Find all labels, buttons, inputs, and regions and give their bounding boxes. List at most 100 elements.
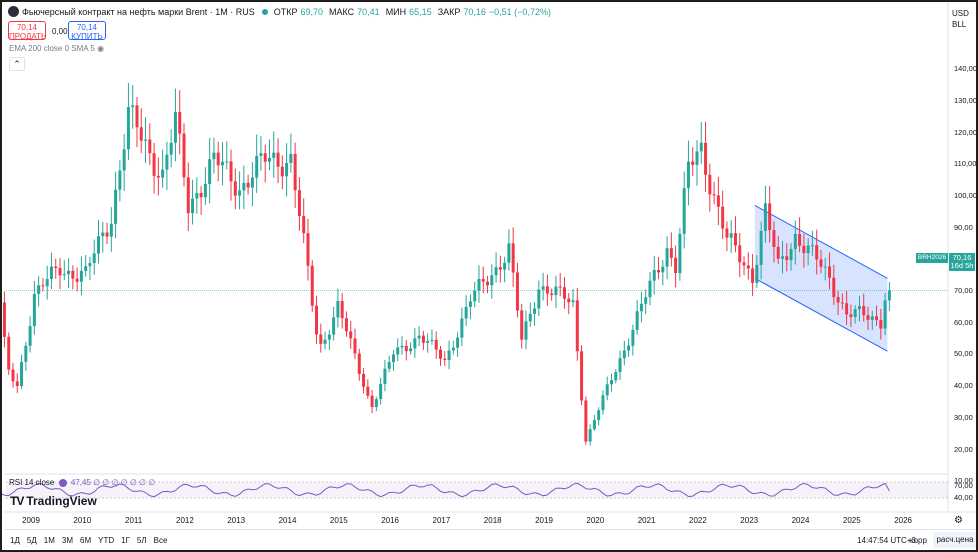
gear-icon[interactable]: ⚙ [954, 515, 963, 526]
adjustment-toggle[interactable]: корр [910, 536, 927, 545]
candle-body [699, 142, 703, 152]
candle-body [789, 248, 793, 261]
candle-body [511, 243, 515, 273]
candle-body [494, 267, 498, 276]
candle-body [186, 177, 190, 214]
symbol-title[interactable]: Фьючерсный контракт на нефть марки Brent… [22, 6, 255, 17]
candle-body [310, 265, 314, 306]
candle-body [622, 350, 626, 359]
settlement-price-toggle[interactable]: расч.цена [933, 532, 976, 548]
candle-body [302, 216, 306, 234]
time-tick-label: 2009 [22, 516, 40, 525]
range-button[interactable]: 5Д [26, 536, 37, 545]
open-key: ОТКР [273, 6, 298, 17]
range-button[interactable]: YTD [98, 536, 115, 545]
low-value: 65,15 [409, 6, 432, 17]
candle-body [661, 266, 665, 273]
candle-body [259, 153, 263, 156]
currency-selector[interactable]: USD BLL [952, 8, 969, 30]
range-button[interactable]: 1М [43, 536, 55, 545]
range-button[interactable]: 5Л [136, 536, 147, 545]
candle-body [695, 151, 699, 165]
candle-body [37, 285, 41, 294]
candle-body [845, 303, 849, 315]
close-key: ЗАКР [437, 6, 461, 17]
price-tick-label: 10,00 [954, 476, 973, 486]
candle-body [875, 316, 879, 320]
range-button[interactable]: Все [153, 536, 168, 545]
candle-body [332, 317, 336, 335]
rsi-value: 47,45 [70, 478, 91, 487]
eye-icon[interactable]: ◉ [97, 44, 105, 53]
candle-body [297, 190, 301, 217]
buy-price: 70,14 [76, 23, 98, 32]
candle-body [781, 256, 784, 259]
candle-body [173, 111, 177, 143]
candle-body [28, 326, 32, 346]
candle-body [558, 286, 562, 288]
range-button[interactable]: 1Д [10, 536, 20, 545]
candle-body [451, 347, 455, 351]
candle-body [883, 300, 887, 329]
candle-body [293, 153, 297, 191]
candle-body [580, 351, 584, 401]
rsi-legend[interactable]: RSI 14 close 47,45 ∅ ∅ ∅ ∅ ∅ ∅ ∅ [9, 478, 155, 487]
rsi-extra-values: ∅ ∅ ∅ ∅ ∅ ∅ ∅ [93, 478, 156, 487]
indicators-legend[interactable]: EMA 200 close 0 SMA 5 ◉ [9, 44, 104, 53]
candle-body [520, 310, 524, 340]
symbol-logo-icon [8, 6, 19, 17]
candle-body [101, 232, 105, 237]
candle-body [772, 230, 776, 247]
range-button[interactable]: 6М [80, 536, 92, 545]
collapse-legend-button[interactable]: ⌃ [9, 57, 25, 71]
candle-body [887, 290, 891, 301]
candle-body [11, 369, 15, 382]
candle-body [746, 265, 750, 269]
candle-body [362, 373, 366, 387]
candle-body [648, 280, 652, 298]
price-tick-label: 110,00 [954, 159, 977, 169]
candle-body [152, 153, 156, 176]
candle-body [105, 232, 109, 237]
price-tick-label: 70,00 [954, 286, 973, 295]
range-button[interactable]: 3М [61, 536, 73, 545]
candle-body [678, 233, 682, 274]
clock[interactable]: 14:47:54 UTC+3 [857, 536, 916, 545]
candle-body [644, 297, 648, 304]
price-tick-label: 50,00 [954, 349, 973, 359]
candle-body [524, 321, 528, 340]
time-tick-label: 2018 [483, 516, 502, 525]
candle-body [857, 306, 861, 310]
price-tick-label: 100,00 [954, 190, 977, 200]
candle-body [550, 293, 554, 296]
candle-body [618, 358, 622, 373]
candle-body [545, 286, 549, 294]
candle-body [421, 335, 425, 343]
candle-body [148, 139, 152, 154]
candle-body [533, 308, 537, 314]
bottom-toolbar: 1Д 5Д 1М 3М 6М YTD 1Г 5Л Все 14:47:54 UT… [4, 529, 976, 550]
time-tick-label: 2011 [124, 516, 143, 525]
candle-body [169, 142, 173, 155]
candle-body [434, 339, 438, 350]
time-tick-label: 2015 [329, 516, 348, 525]
candle-body [528, 313, 532, 322]
candle-body [212, 152, 216, 160]
range-button[interactable]: 1Г [121, 536, 130, 545]
candle-body [409, 348, 413, 352]
sell-button[interactable]: 70,14 ПРОДАТЬ [8, 21, 46, 41]
candle-body [704, 142, 708, 175]
tradingview-logo[interactable]: TV TradingView [10, 494, 97, 508]
candle-body [879, 319, 883, 329]
candle-body [601, 395, 605, 411]
rsi-indicator-icon [58, 478, 67, 487]
candle-body [122, 149, 126, 171]
rsi-label: RSI 14 close [9, 478, 55, 487]
price-tick-label: 130,00 [954, 95, 977, 105]
trend-channel-upper-line [754, 204, 888, 279]
candle-body [396, 347, 400, 355]
buy-button[interactable]: 70,14 КУПИТЬ [68, 21, 106, 41]
change-value: −0,51 (−0,72%) [488, 6, 551, 17]
candle-body [486, 281, 490, 286]
